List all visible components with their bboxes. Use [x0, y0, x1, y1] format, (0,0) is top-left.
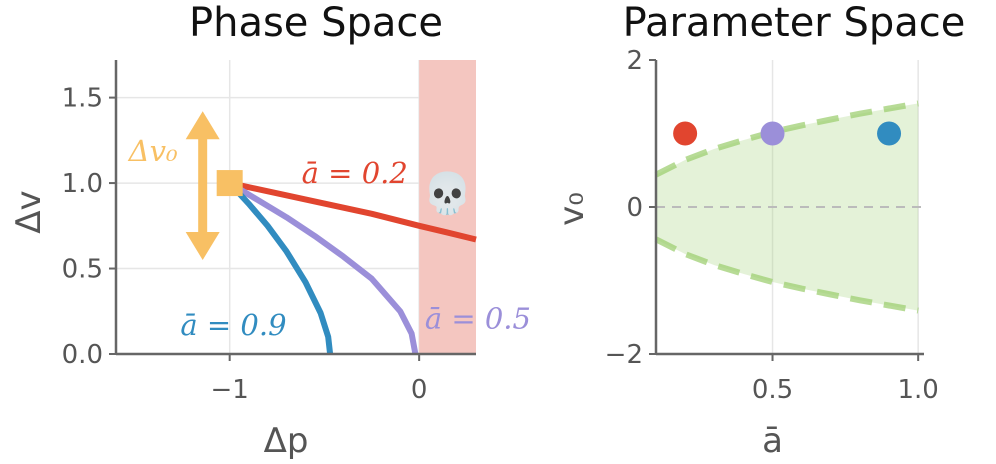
trajectory-2	[227, 181, 334, 355]
parameter-points	[673, 121, 902, 146]
perturbation-label: Δv₀	[128, 134, 178, 168]
parameter-point-2	[877, 121, 902, 146]
phase-x-axis-label: Δp	[264, 421, 309, 461]
start-point-marker	[216, 170, 243, 197]
parameter-point-1	[760, 121, 785, 146]
phase-y-axis-label: Δv	[9, 190, 49, 233]
phase-space-title: Phase Space	[189, 0, 443, 46]
trajectory-0	[229, 180, 477, 243]
parameter-y-tick-label-0: −2	[605, 340, 643, 370]
parameter-x-tick-label-0: 0.5	[752, 375, 793, 405]
phase-axes: 0.0 0.5 1.0 1.5 −1 0	[62, 60, 476, 405]
parameter-y-tick-label-2: 2	[626, 46, 643, 76]
phase-x-tick-label-0: −1	[211, 375, 249, 405]
phase-y-tick-label-0: 0.0	[62, 340, 103, 370]
phase-y-tick-label-2: 1.0	[62, 169, 103, 199]
stable-region-upper-boundary	[654, 100, 919, 178]
phase-y-tick-label-3: 1.5	[62, 84, 103, 114]
parameter-y-axis-label: v₀	[552, 192, 592, 226]
perturbation-arrow-head-up	[185, 111, 220, 140]
series-label-a02: ā = 0.2	[302, 156, 408, 190]
phase-x-tick-label-1: 0	[411, 375, 428, 405]
parameter-x-tick-label-1: 1.0	[897, 375, 938, 405]
series-label-a09: ā = 0.9	[180, 308, 286, 342]
parameter-x-axis-label: ā	[762, 421, 783, 461]
phase-trajectories	[227, 180, 477, 355]
parameter-axes: −2 0 2 0.5 1.0	[605, 46, 939, 405]
skull-icon: 💀	[423, 170, 473, 217]
perturbation-arrow	[185, 111, 220, 260]
series-label-a05: ā = 0.5	[425, 301, 531, 335]
stable-region-lower-boundary	[654, 236, 919, 314]
parameter-space-title: Parameter Space	[623, 0, 966, 46]
parameter-y-tick-label-1: 0	[626, 193, 643, 223]
phase-space-panel: 💀 Δv₀ ā = 0.2 ā = 0.5 ā = 0.9 0.0 0.5 1.0 1…	[9, 0, 531, 461]
danger-region	[419, 60, 476, 354]
parameter-space-panel: −2 0 2 0.5 1.0 Parameter Space ā v₀	[552, 0, 965, 461]
trajectory-1	[228, 180, 419, 355]
parameter-point-0	[673, 121, 698, 146]
perturbation-arrow-head-down	[185, 231, 220, 260]
phase-y-tick-label-1: 0.5	[62, 255, 103, 285]
